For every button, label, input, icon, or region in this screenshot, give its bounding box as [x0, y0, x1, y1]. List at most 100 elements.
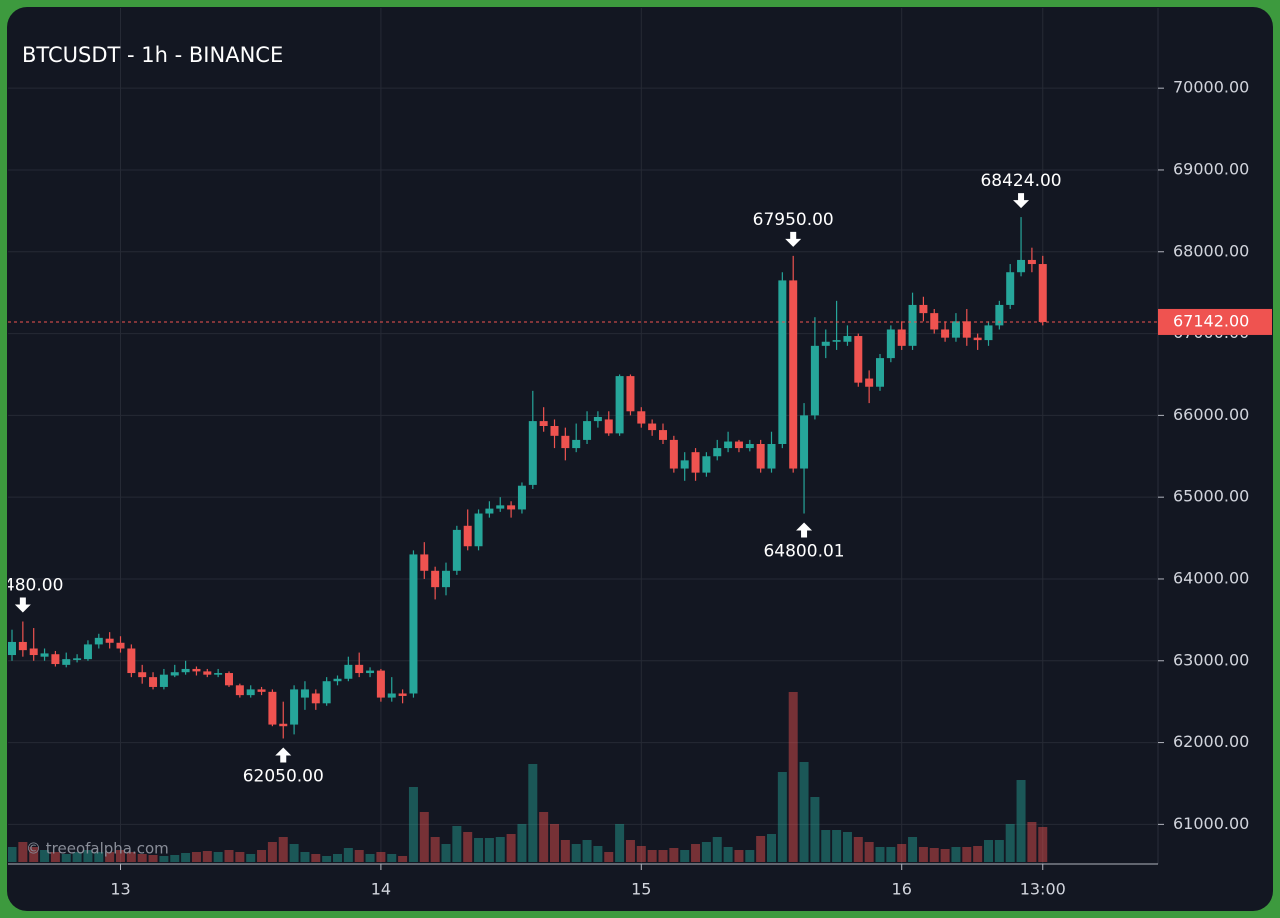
y-tick-label: 70000.00 — [1173, 78, 1249, 97]
candle-body — [951, 321, 960, 338]
candle-body — [29, 648, 38, 656]
volume-bar — [647, 850, 657, 862]
annotation-arrow — [785, 231, 802, 247]
candle-body — [366, 670, 375, 674]
volume-bar — [430, 837, 440, 862]
volume-bar — [962, 847, 972, 862]
candle-body — [420, 554, 429, 571]
volume-bar — [550, 824, 559, 862]
volume-bar — [126, 852, 136, 862]
candle-body — [626, 376, 635, 412]
volume-bar — [18, 842, 28, 862]
candle-body — [973, 337, 982, 341]
volume-bar — [495, 837, 505, 862]
candle-body — [159, 674, 168, 687]
volume-bar — [853, 837, 863, 862]
candle-body — [810, 345, 819, 416]
volume-bar — [83, 850, 93, 862]
volume-bar — [408, 787, 418, 862]
candle-body — [474, 513, 483, 547]
candle-body — [561, 435, 570, 449]
watermark: © treeofalpha.com — [26, 840, 169, 858]
candle-body — [615, 376, 624, 434]
candle-body — [192, 668, 201, 672]
annotation-arrow — [14, 597, 31, 613]
candle-body — [83, 644, 92, 660]
volume-bar — [235, 852, 245, 862]
candle-body — [528, 421, 537, 485]
volume-bar — [908, 837, 918, 862]
candle-body — [344, 664, 353, 679]
candle-body — [767, 443, 776, 469]
candle-body — [431, 570, 440, 588]
volume-bar — [994, 840, 1004, 862]
volume-bar — [105, 852, 115, 862]
volume-bar — [354, 850, 364, 862]
volume-bar — [8, 847, 17, 862]
volume-bar — [484, 838, 494, 862]
candle-body — [300, 689, 309, 698]
volume-bar — [202, 851, 212, 862]
candle-body — [398, 693, 407, 696]
candle-body — [485, 508, 494, 514]
last-price-label: 67142.00 — [1173, 311, 1249, 330]
candle-body — [539, 421, 548, 427]
y-tick-label: 68000.00 — [1173, 241, 1249, 260]
volume-bar — [170, 855, 180, 862]
volume-bar — [224, 850, 234, 862]
volume-bar — [636, 846, 646, 862]
volume-bar — [61, 854, 71, 862]
candle-body — [62, 659, 71, 665]
candle-body — [1038, 264, 1047, 322]
candle-body — [648, 423, 657, 431]
y-tick-label: 69000.00 — [1173, 159, 1249, 178]
volume-bar — [29, 847, 39, 862]
x-tick-label: 16 — [892, 880, 912, 899]
volume-bar — [539, 812, 549, 862]
volume-bar — [940, 849, 950, 862]
candle-body — [637, 411, 646, 424]
volume-bar — [474, 838, 484, 862]
volume-bar — [94, 852, 104, 862]
y-tick-label: 61000.00 — [1173, 814, 1249, 833]
candle-body — [800, 415, 809, 469]
volume-bar — [365, 854, 375, 862]
volume-bar — [756, 836, 766, 862]
volume-bar — [1016, 780, 1026, 862]
volume-bar — [810, 797, 820, 862]
volume-bar — [506, 834, 516, 862]
volume-bar — [842, 832, 852, 862]
volume-bar — [257, 850, 267, 862]
candle-body — [507, 505, 516, 510]
annotation-label: 63480.00 — [0, 576, 63, 596]
candle-body — [279, 723, 288, 727]
candle-body — [40, 653, 49, 657]
volume-bar — [387, 854, 397, 862]
grid — [8, 8, 1158, 864]
volume-bar — [191, 852, 201, 862]
candle-body — [203, 671, 212, 675]
volume-bar — [951, 847, 961, 862]
volume-bar — [289, 844, 299, 862]
y-tick-label: 64000.00 — [1173, 568, 1249, 587]
volume-bar — [777, 772, 787, 862]
volume-bar — [40, 850, 50, 862]
candle-body — [1006, 272, 1015, 305]
candle-body — [821, 341, 830, 346]
candle-body — [778, 280, 787, 444]
candle-body — [886, 329, 895, 359]
x-tick-label: 15 — [631, 880, 651, 899]
candle-body — [919, 304, 928, 314]
chart-title: BTCUSDT - 1h - BINANCE — [22, 43, 283, 67]
candle-body — [257, 689, 266, 692]
volume-bar — [984, 840, 993, 862]
annotation-arrow — [275, 747, 292, 763]
candle-body — [865, 378, 874, 387]
volume-bar — [419, 812, 429, 862]
annotation-label: 62050.00 — [243, 766, 324, 786]
last-price-box — [1158, 308, 1272, 335]
y-tick-label: 62000.00 — [1173, 732, 1249, 751]
volume-bar — [973, 846, 983, 862]
volume-bar — [582, 840, 592, 862]
volume-bar — [821, 830, 831, 862]
